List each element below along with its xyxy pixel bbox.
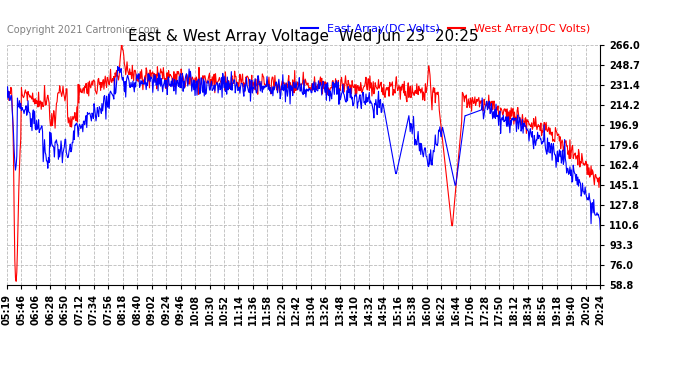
Text: Copyright 2021 Cartronics.com: Copyright 2021 Cartronics.com <box>7 26 159 35</box>
Legend: East Array(DC Volts), West Array(DC Volts): East Array(DC Volts), West Array(DC Volt… <box>297 20 595 38</box>
Title: East & West Array Voltage  Wed Jun 23  20:25: East & West Array Voltage Wed Jun 23 20:… <box>128 29 479 44</box>
